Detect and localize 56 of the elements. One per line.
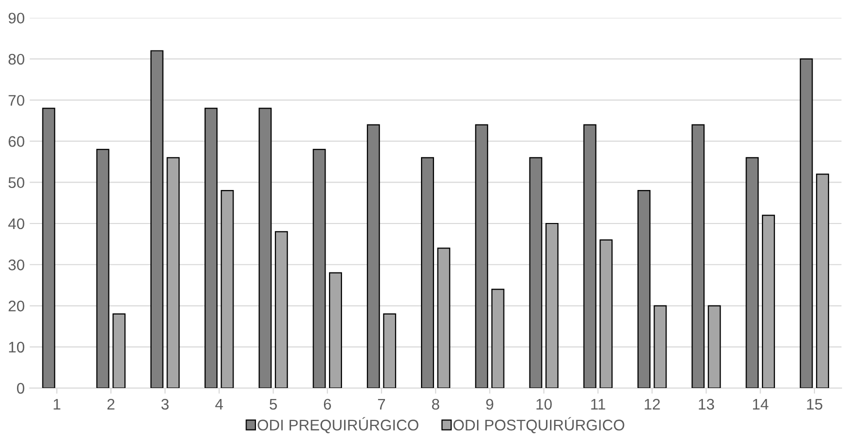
bar — [600, 239, 613, 388]
x-tick-label: 8 — [432, 398, 440, 410]
bar — [204, 108, 218, 388]
bar — [274, 231, 288, 388]
bar — [329, 272, 342, 388]
bar — [816, 174, 830, 388]
x-tick-label: 7 — [378, 399, 385, 410]
bar — [583, 124, 596, 388]
x-tick-label: 3 — [161, 398, 169, 410]
x-tick-label: 10 — [536, 398, 552, 410]
y-tick-label: 40 — [8, 218, 24, 230]
x-tick-label: 12 — [644, 398, 660, 410]
y-tick-label: 50 — [8, 177, 24, 188]
bar — [491, 288, 504, 388]
bar — [746, 157, 759, 388]
x-tick-label: 2 — [107, 398, 114, 410]
x-tick-label: 15 — [807, 399, 822, 410]
x-tick-label: 9 — [486, 398, 494, 410]
bar — [529, 157, 542, 388]
bar — [42, 108, 56, 388]
x-tick-label: 4 — [215, 399, 223, 410]
bar — [312, 148, 326, 388]
x-tick-label: 6 — [324, 398, 331, 410]
y-tick-label: 60 — [8, 136, 24, 147]
bar — [383, 313, 396, 388]
x-tick-label: 14 — [752, 399, 768, 410]
bar — [112, 313, 126, 388]
bar — [258, 108, 272, 388]
bar — [150, 50, 164, 388]
legend-label: ODI PREQUIRÚRGICO — [258, 417, 418, 434]
bar — [762, 214, 775, 388]
bar — [166, 157, 180, 388]
bar — [708, 305, 721, 388]
y-tick-label: 10 — [9, 342, 24, 353]
x-tick-label: 11 — [591, 399, 606, 410]
bar — [692, 124, 705, 388]
bar — [637, 190, 650, 388]
y-tick-label: 90 — [8, 12, 24, 24]
bar — [96, 148, 110, 388]
x-tick-label: 13 — [698, 398, 714, 410]
y-tick-label: 80 — [8, 54, 24, 65]
x-tick-label: 1 — [54, 399, 60, 410]
y-tick-label: 0 — [16, 382, 24, 394]
bar — [800, 58, 813, 388]
legend-label: ODI POSTQUIRÚRGICO — [453, 417, 624, 434]
bar — [437, 248, 450, 388]
y-tick-label: 20 — [8, 300, 24, 312]
y-tick-label: 30 — [8, 259, 24, 270]
y-tick-label: 70 — [8, 94, 24, 106]
bar — [475, 124, 488, 388]
bar — [421, 157, 434, 388]
bar — [545, 222, 558, 388]
bar — [654, 305, 667, 388]
bar — [220, 190, 234, 388]
bar — [366, 124, 380, 388]
x-tick-label: 5 — [270, 399, 277, 410]
